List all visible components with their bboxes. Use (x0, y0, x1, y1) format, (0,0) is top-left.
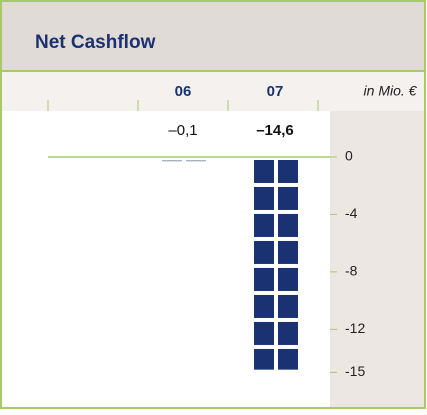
column-separators (47, 100, 319, 111)
bar (254, 159, 298, 370)
bar (162, 159, 206, 162)
chart-title: Net Cashflow (35, 32, 156, 53)
value-label: –0,1 (168, 122, 197, 139)
axis-column (330, 111, 425, 408)
y-tick-label: -8 (345, 263, 358, 279)
value-label: –14,6 (256, 122, 294, 139)
column-header-band (1, 72, 425, 111)
header-band (1, 1, 425, 71)
y-tick-label: -12 (345, 320, 365, 336)
y-tick-label: -4 (345, 205, 358, 221)
y-tick-label: -15 (345, 363, 365, 379)
unit-label: in Mio. € (364, 83, 418, 99)
x-tick-label: 06 (175, 83, 192, 100)
x-tick-label: 07 (267, 83, 284, 100)
y-tick-label: 0 (345, 148, 353, 164)
